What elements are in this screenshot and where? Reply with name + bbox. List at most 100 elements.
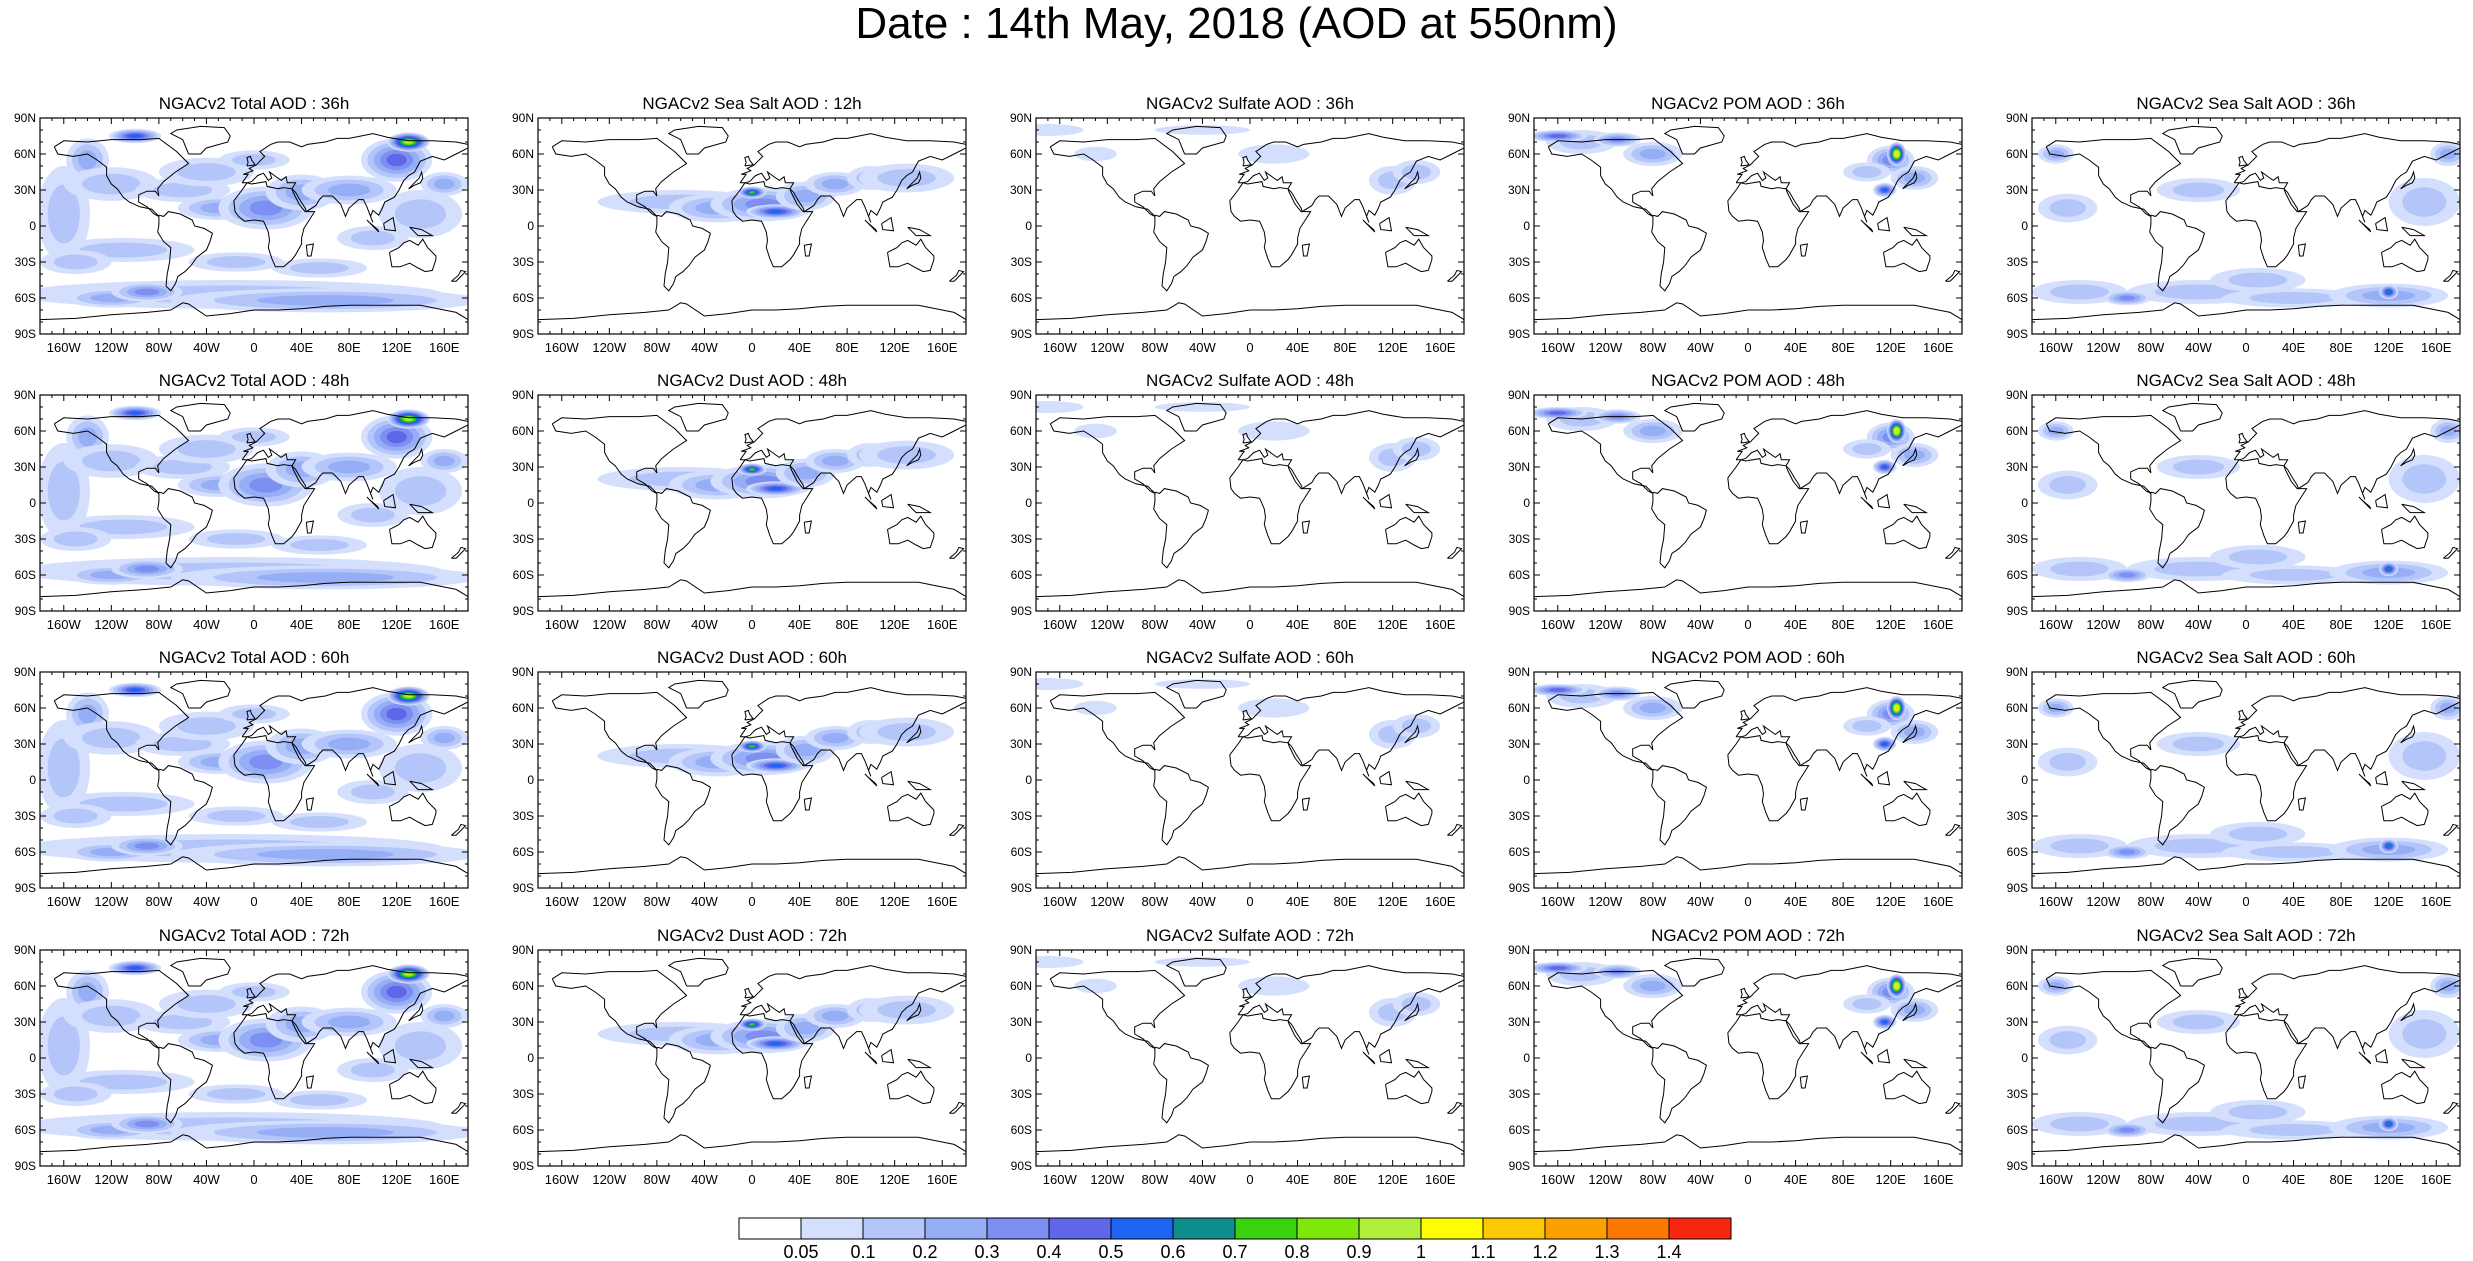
aod-field xyxy=(2047,149,2064,159)
lon-tick-label: 40E xyxy=(290,617,313,632)
lon-tick-label: 0 xyxy=(1744,1172,1751,1187)
coastline xyxy=(1379,216,1393,232)
coastline xyxy=(949,823,965,836)
aod-field xyxy=(2249,846,2338,858)
panel-title: NGACv2 POM AOD : 48h xyxy=(1651,371,1845,390)
lon-tick-label: 40W xyxy=(1687,894,1714,909)
aod-field xyxy=(749,745,755,748)
coastline xyxy=(1036,579,1464,598)
aod-field xyxy=(1154,402,1250,412)
map-panel: NGACv2 Sea Salt AOD : 12h 90N 60N 30N 0 30S 60… xyxy=(508,94,978,355)
coastline xyxy=(2233,410,2460,500)
map-panel: NGACv2 Sulfate AOD : 36h 90N 60N 30N 0 30S 60S… xyxy=(1006,94,1476,355)
lon-tick-label: 80W xyxy=(1640,1172,1667,1187)
lat-tick-label: 30S xyxy=(513,255,534,269)
lat-tick-label: 90N xyxy=(1508,943,1530,957)
coastline xyxy=(366,1051,380,1065)
aod-field xyxy=(78,427,98,447)
colorbar-box xyxy=(1110,1217,1174,1240)
lon-tick-label: 80E xyxy=(1334,894,1357,909)
lat-tick-label: 60S xyxy=(15,1123,36,1137)
coastline xyxy=(157,488,213,569)
aod-field xyxy=(153,736,212,752)
coastline xyxy=(2045,969,2182,1049)
lat-tick-label: 60S xyxy=(2007,291,2028,305)
coastline xyxy=(1903,780,1929,791)
coastline xyxy=(157,1043,213,1124)
coastline xyxy=(2358,496,2372,510)
lon-tick-label: 0 xyxy=(748,617,755,632)
lat-tick-label: 90N xyxy=(1010,665,1032,679)
lon-tick-label: 160E xyxy=(927,340,958,355)
coastline xyxy=(1663,679,1725,709)
lat-tick-label: 0 xyxy=(527,1051,534,1065)
coastline xyxy=(246,987,257,999)
coastline xyxy=(2032,579,2460,598)
lon-tick-label: 160W xyxy=(47,894,82,909)
coastline xyxy=(246,155,257,167)
map-panel: NGACv2 POM AOD : 72h 90N 60N 30N 0 30S 60S 90S 1… xyxy=(1504,926,1974,1187)
coastline xyxy=(1301,1075,1311,1089)
lat-tick-label: 90N xyxy=(512,111,534,125)
aod-field xyxy=(1903,726,1926,738)
coastline xyxy=(887,792,935,827)
lat-tick-label: 30N xyxy=(512,460,534,474)
coastline xyxy=(389,515,437,550)
coastline xyxy=(2358,1051,2372,1065)
aod-field xyxy=(2172,182,2225,198)
lat-tick-label: 90N xyxy=(512,388,534,402)
coastline xyxy=(1362,1051,1376,1065)
lon-tick-label: 120W xyxy=(94,1172,129,1187)
aod-field xyxy=(386,430,407,444)
coastline xyxy=(731,1013,814,1100)
lon-tick-label: 120E xyxy=(879,1172,910,1187)
aod-field xyxy=(134,565,160,573)
coastline xyxy=(1547,137,1684,217)
panel-title: NGACv2 Dust AOD : 72h xyxy=(657,926,847,945)
coastline xyxy=(1049,691,1186,771)
coastline xyxy=(2233,965,2460,1055)
lat-tick-label: 90N xyxy=(1010,943,1032,957)
aod-field xyxy=(1639,148,1667,160)
aod-field xyxy=(1401,996,1432,1012)
lon-tick-label: 160E xyxy=(927,1172,958,1187)
lon-tick-label: 40E xyxy=(1286,894,1309,909)
lon-tick-label: 120E xyxy=(381,894,412,909)
lon-tick-label: 160W xyxy=(1541,340,1576,355)
colorbar-box xyxy=(738,1217,802,1240)
coastline xyxy=(1883,515,1931,550)
lon-tick-label: 80E xyxy=(338,340,361,355)
aod-field xyxy=(433,732,455,744)
coastline xyxy=(1534,579,1962,598)
coastline xyxy=(864,773,878,787)
lon-tick-label: 80E xyxy=(2330,1172,2353,1187)
lon-tick-label: 160E xyxy=(927,617,958,632)
lat-tick-label: 60N xyxy=(14,424,36,438)
lon-tick-label: 40W xyxy=(1189,617,1216,632)
coastline xyxy=(1036,856,1464,875)
lat-tick-label: 30S xyxy=(2007,532,2028,546)
lon-tick-label: 120E xyxy=(1875,617,1906,632)
lon-tick-label: 80W xyxy=(1142,894,1169,909)
lat-tick-label: 60N xyxy=(2006,147,2028,161)
aod-field xyxy=(53,531,98,547)
aod-field xyxy=(78,150,98,170)
lat-tick-label: 30S xyxy=(15,1087,36,1101)
coastline xyxy=(864,496,878,510)
lon-tick-label: 80E xyxy=(836,340,859,355)
coastline xyxy=(1735,965,1962,1055)
coastline xyxy=(1903,503,1929,514)
lat-tick-label: 0 xyxy=(1523,773,1530,787)
coastline xyxy=(451,546,467,559)
lat-tick-label: 30N xyxy=(14,460,36,474)
coastline xyxy=(907,1058,933,1069)
coastline xyxy=(1385,1070,1433,1105)
coastline xyxy=(2381,238,2429,273)
lat-tick-label: 90S xyxy=(1509,604,1530,618)
lon-tick-label: 160W xyxy=(1043,340,1078,355)
coastline xyxy=(2358,219,2372,233)
lon-tick-label: 40E xyxy=(788,1172,811,1187)
lon-tick-label: 160W xyxy=(545,617,580,632)
lat-tick-label: 60S xyxy=(513,845,534,859)
lat-tick-label: 0 xyxy=(1523,496,1530,510)
